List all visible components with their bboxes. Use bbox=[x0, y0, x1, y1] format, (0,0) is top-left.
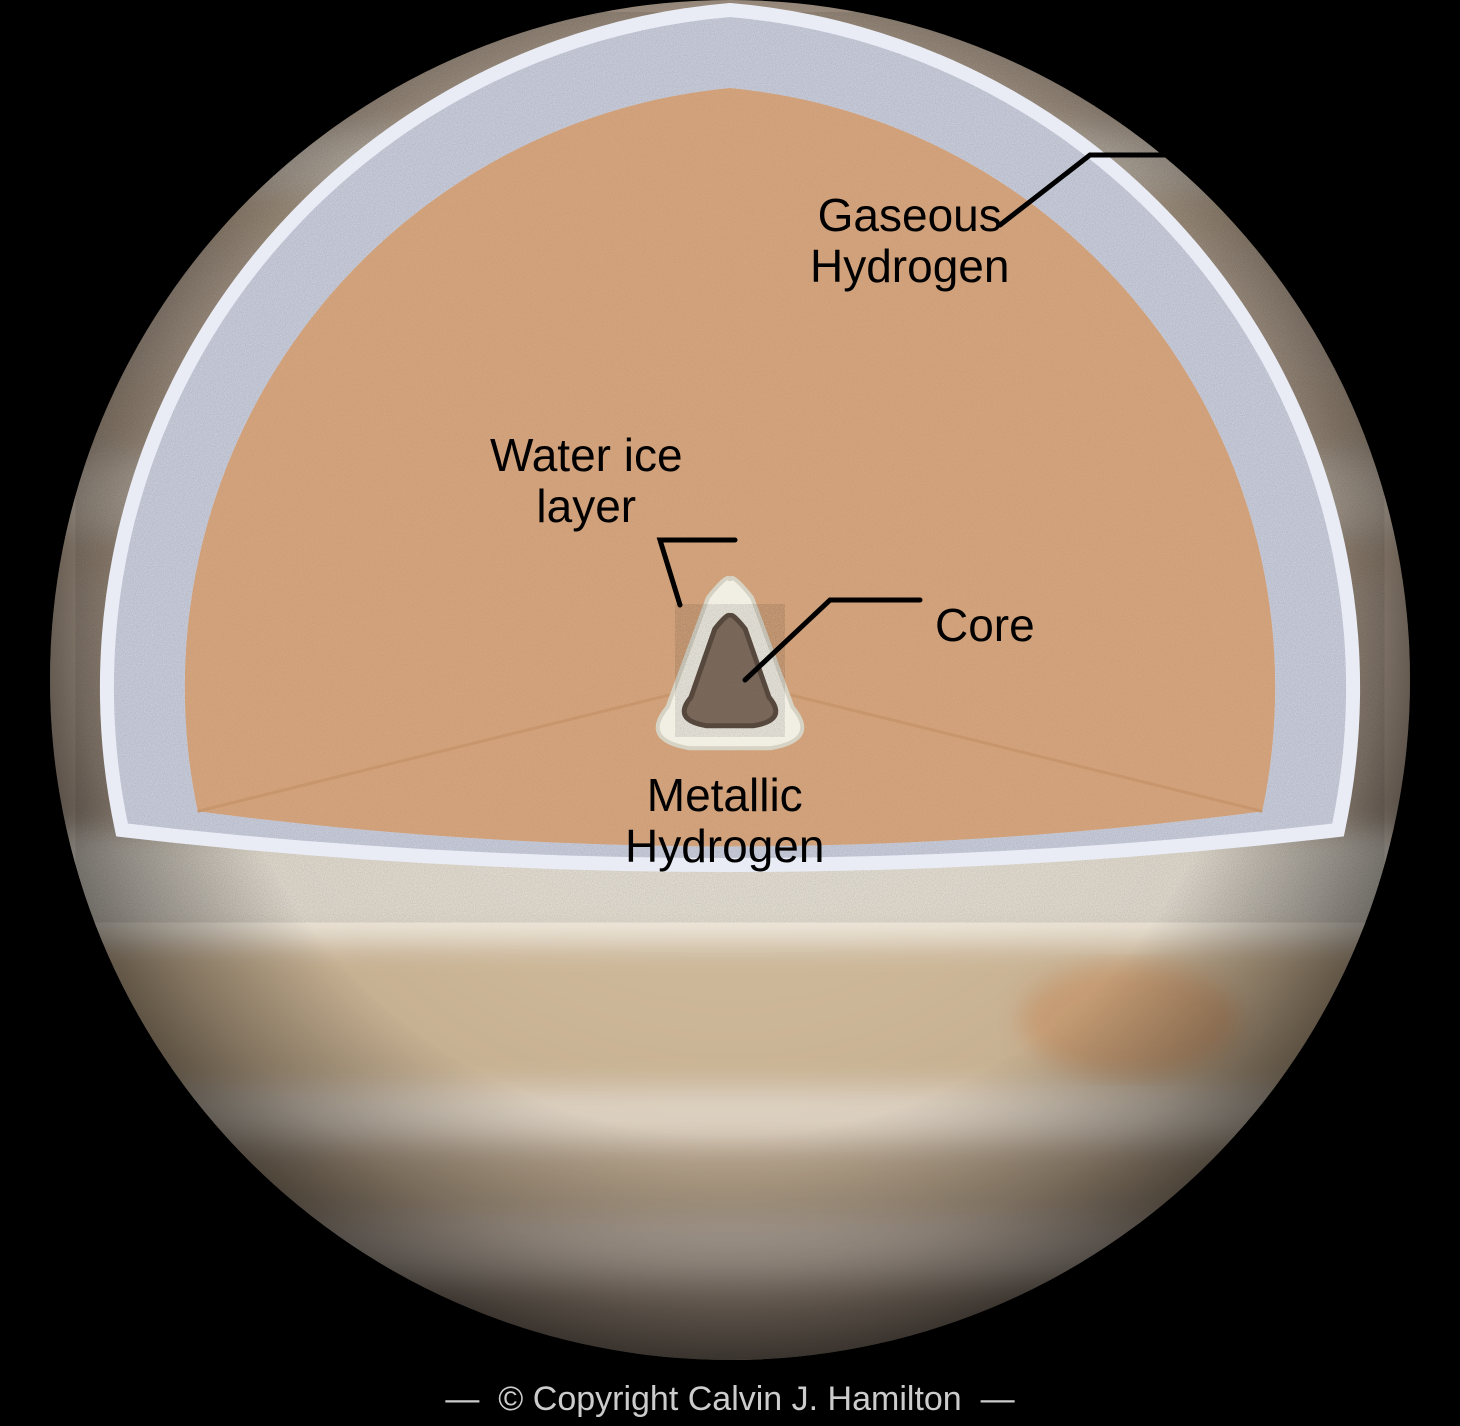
dash-right: — bbox=[981, 1380, 1015, 1418]
label-metallic-hydrogen: Metallic Hydrogen bbox=[625, 770, 824, 871]
copyright-text: © Copyright Calvin J. Hamilton bbox=[498, 1380, 961, 1418]
jupiter-cutaway-svg bbox=[0, 0, 1460, 1426]
cutaway-wedge bbox=[107, 10, 1353, 865]
copyright-line: — © Copyright Calvin J. Hamilton — bbox=[0, 1380, 1460, 1419]
label-core: Core bbox=[935, 600, 1035, 651]
dash-left: — bbox=[445, 1380, 479, 1418]
label-water-ice-layer: Water ice layer bbox=[490, 430, 683, 531]
label-gaseous-hydrogen: Gaseous Hydrogen bbox=[810, 190, 1009, 291]
diagram-stage: Gaseous Hydrogen Water ice layer Core Me… bbox=[0, 0, 1460, 1426]
